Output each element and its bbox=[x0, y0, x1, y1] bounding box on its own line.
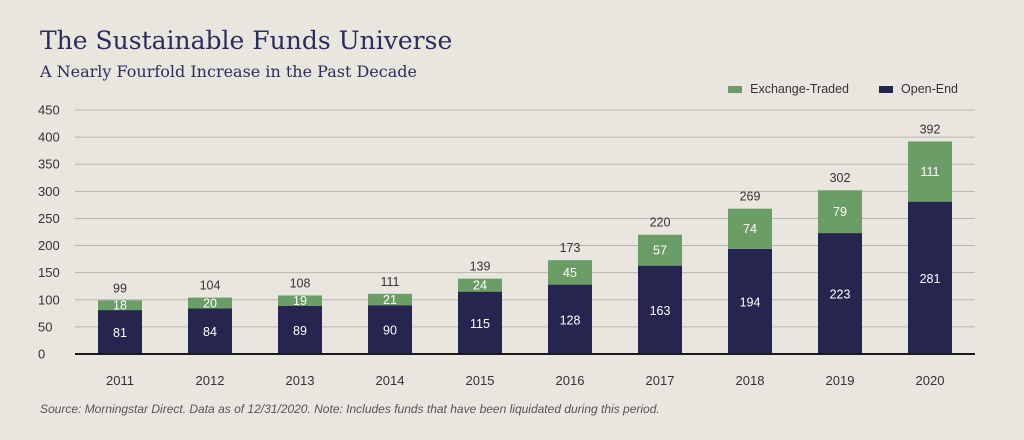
bar-exchange-traded bbox=[728, 208, 772, 249]
y-tick-label: 100 bbox=[38, 292, 60, 307]
data-label-open-end: 89 bbox=[293, 324, 307, 338]
data-label-total: 108 bbox=[290, 276, 311, 290]
x-tick-label: 2012 bbox=[196, 373, 225, 388]
legend-item-open-end: Open-End bbox=[879, 82, 958, 96]
data-label-total: 220 bbox=[650, 216, 671, 230]
x-tick-label: 2011 bbox=[106, 373, 134, 388]
data-label-total: 111 bbox=[380, 275, 399, 289]
data-label-open-end: 115 bbox=[470, 317, 490, 331]
bar-exchange-traded bbox=[368, 293, 412, 306]
chart-legend: Exchange-Traded Open-End bbox=[728, 82, 958, 96]
chart-subtitle: A Nearly Fourfold Increase in the Past D… bbox=[40, 62, 417, 81]
x-tick-label: 2014 bbox=[376, 373, 405, 388]
bar-open-end bbox=[728, 248, 772, 354]
chart-title: The Sustainable Funds Universe bbox=[40, 26, 453, 55]
y-tick-label: 350 bbox=[38, 157, 60, 172]
data-label-total: 104 bbox=[200, 279, 221, 293]
data-label-exchange-traded: 57 bbox=[653, 244, 667, 258]
data-label-open-end: 163 bbox=[650, 304, 671, 318]
data-label-open-end: 281 bbox=[920, 272, 941, 286]
data-label-exchange-traded: 21 bbox=[383, 293, 397, 307]
data-label-open-end: 128 bbox=[560, 313, 581, 327]
y-tick-label: 450 bbox=[38, 103, 60, 118]
bar-open-end bbox=[908, 201, 952, 354]
y-tick-label: 200 bbox=[38, 238, 60, 253]
data-label-exchange-traded: 45 bbox=[563, 266, 577, 280]
x-tick-label: 2015 bbox=[466, 373, 495, 388]
bar-open-end bbox=[548, 284, 592, 354]
data-label-total: 139 bbox=[470, 260, 491, 274]
bar-exchange-traded bbox=[278, 295, 322, 306]
y-tick-label: 50 bbox=[38, 319, 52, 334]
data-label-total: 302 bbox=[830, 171, 851, 185]
data-label-exchange-traded: 74 bbox=[743, 222, 757, 236]
bar-open-end bbox=[278, 305, 322, 354]
y-tick-label: 150 bbox=[38, 265, 60, 280]
bar-open-end bbox=[368, 305, 412, 354]
source-note: Source: Morningstar Direct. Data as of 1… bbox=[40, 402, 660, 416]
bar-open-end bbox=[638, 265, 682, 354]
bar-exchange-traded bbox=[98, 300, 142, 311]
x-tick-label: 2017 bbox=[646, 373, 675, 388]
data-label-open-end: 84 bbox=[203, 325, 217, 339]
bar-open-end bbox=[458, 291, 502, 354]
data-label-exchange-traded: 19 bbox=[293, 294, 307, 308]
x-tick-label: 2013 bbox=[286, 373, 315, 388]
bar-exchange-traded bbox=[548, 260, 592, 285]
data-label-exchange-traded: 20 bbox=[203, 297, 217, 311]
data-label-total: 269 bbox=[740, 190, 761, 204]
data-label-open-end: 81 bbox=[113, 326, 127, 340]
data-label-total: 173 bbox=[560, 241, 581, 255]
legend-label-exchange-traded: Exchange-Traded bbox=[750, 82, 850, 96]
data-label-exchange-traded: 18 bbox=[113, 299, 127, 313]
data-label-open-end: 90 bbox=[383, 324, 397, 338]
bar-exchange-traded bbox=[458, 278, 502, 292]
bar-open-end bbox=[188, 308, 232, 354]
data-label-total: 392 bbox=[920, 122, 941, 136]
data-label-open-end: 223 bbox=[830, 288, 851, 302]
y-tick-label: 0 bbox=[38, 347, 45, 362]
bar-exchange-traded bbox=[908, 141, 952, 202]
data-label-open-end: 194 bbox=[740, 295, 761, 309]
bar-open-end bbox=[818, 233, 862, 354]
data-label-exchange-traded: 111 bbox=[920, 165, 939, 179]
x-tick-label: 2020 bbox=[916, 373, 945, 388]
x-tick-label: 2019 bbox=[826, 373, 855, 388]
legend-label-open-end: Open-End bbox=[901, 82, 958, 96]
y-tick-label: 250 bbox=[38, 211, 60, 226]
legend-item-exchange-traded: Exchange-Traded bbox=[728, 82, 849, 96]
data-label-exchange-traded: 79 bbox=[833, 205, 847, 219]
x-tick-label: 2018 bbox=[736, 373, 765, 388]
bar-exchange-traded bbox=[638, 234, 682, 266]
bar-open-end bbox=[98, 310, 142, 354]
y-tick-label: 400 bbox=[38, 130, 60, 145]
y-tick-label: 300 bbox=[38, 184, 60, 199]
data-label-exchange-traded: 24 bbox=[473, 279, 487, 293]
x-tick-label: 2016 bbox=[556, 373, 585, 388]
data-label-total: 99 bbox=[113, 281, 127, 295]
bar-exchange-traded bbox=[188, 297, 232, 309]
bar-exchange-traded bbox=[818, 190, 862, 234]
legend-swatch-open-end bbox=[879, 85, 894, 93]
legend-swatch-exchange-traded bbox=[728, 85, 743, 93]
